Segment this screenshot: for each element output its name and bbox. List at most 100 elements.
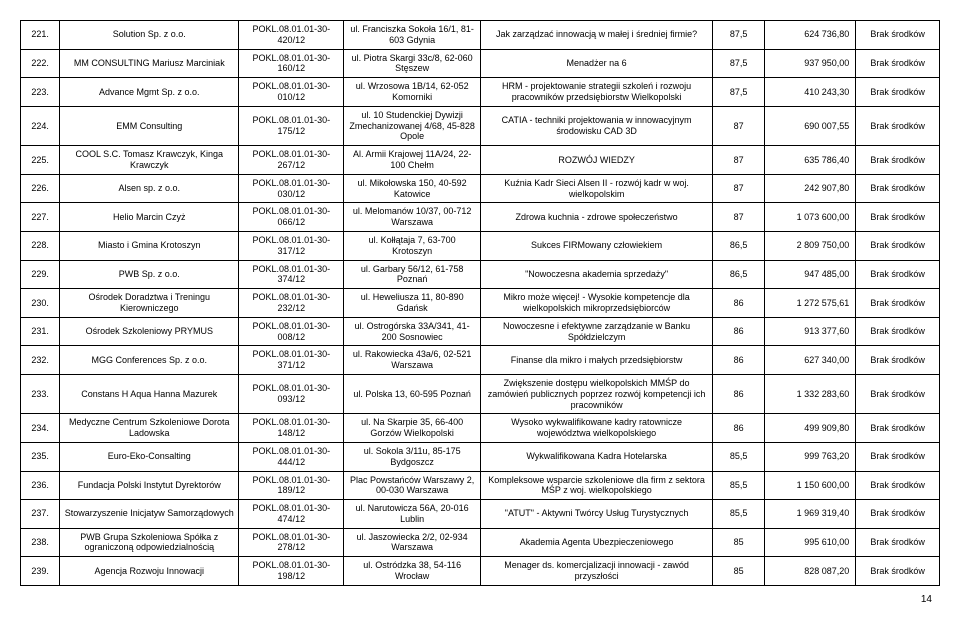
cell-name: Alsen sp. z o.o. (60, 174, 239, 203)
cell-n: 228. (21, 231, 60, 260)
cell-code: POKL.08.01.01-30-175/12 (239, 106, 344, 145)
cell-name: MGG Conferences Sp. z o.o. (60, 346, 239, 375)
cell-name: COOL S.C. Tomasz Krawczyk, Kinga Krawczy… (60, 146, 239, 175)
cell-v3: Brak środków (856, 414, 940, 443)
cell-v2: 999 763,20 (765, 442, 856, 471)
cell-addr: ul. Sokola 3/11u, 85-175 Bydgoszcz (344, 442, 481, 471)
cell-v2: 1 969 319,40 (765, 500, 856, 529)
cell-code: POKL.08.01.01-30-374/12 (239, 260, 344, 289)
table-row: 230.Ośrodek Doradztwa i Treningu Kierown… (21, 289, 940, 318)
cell-n: 229. (21, 260, 60, 289)
cell-name: Euro-Eko-Consalting (60, 442, 239, 471)
cell-v2: 947 485,00 (765, 260, 856, 289)
cell-v2: 1 073 600,00 (765, 203, 856, 232)
cell-name: Agencja Rozwoju Innowacji (60, 557, 239, 586)
cell-v1: 85,5 (713, 500, 765, 529)
cell-addr: ul. Wrzosowa 1B/14, 62-052 Komorniki (344, 78, 481, 107)
cell-n: 233. (21, 374, 60, 413)
cell-n: 235. (21, 442, 60, 471)
cell-n: 222. (21, 49, 60, 78)
cell-code: POKL.08.01.01-30-474/12 (239, 500, 344, 529)
cell-addr: ul. Franciszka Sokoła 16/1, 81-603 Gdyni… (344, 21, 481, 50)
cell-name: Fundacja Polski Instytut Dyrektorów (60, 471, 239, 500)
cell-addr: ul. Garbary 56/12, 61-758 Poznań (344, 260, 481, 289)
data-table: 221.Solution Sp. z o.o.POKL.08.01.01-30-… (20, 20, 940, 586)
cell-code: POKL.08.01.01-30-008/12 (239, 317, 344, 346)
cell-name: Advance Mgmt Sp. z o.o. (60, 78, 239, 107)
cell-addr: ul. Piotra Skargi 33c/8, 62-060 Stęszew (344, 49, 481, 78)
cell-v1: 85 (713, 557, 765, 586)
cell-v3: Brak środków (856, 500, 940, 529)
table-row: 233.Constans H Aqua Hanna MazurekPOKL.08… (21, 374, 940, 413)
cell-addr: ul. Narutowicza 56A, 20-016 Lublin (344, 500, 481, 529)
cell-desc: Kuźnia Kadr Sieci Alsen II - rozwój kadr… (481, 174, 713, 203)
cell-code: POKL.08.01.01-30-267/12 (239, 146, 344, 175)
cell-name: EMM Consulting (60, 106, 239, 145)
table-row: 239.Agencja Rozwoju InnowacjiPOKL.08.01.… (21, 557, 940, 586)
cell-v3: Brak środków (856, 203, 940, 232)
cell-v3: Brak środków (856, 442, 940, 471)
cell-addr: ul. Kołłątaja 7, 63-700 Krotoszyn (344, 231, 481, 260)
cell-desc: Nowoczesne i efektywne zarządzanie w Ban… (481, 317, 713, 346)
cell-v2: 1 272 575,61 (765, 289, 856, 318)
cell-n: 236. (21, 471, 60, 500)
table-row: 235.Euro-Eko-ConsaltingPOKL.08.01.01-30-… (21, 442, 940, 471)
cell-v3: Brak środków (856, 557, 940, 586)
cell-v1: 85,5 (713, 471, 765, 500)
cell-n: 226. (21, 174, 60, 203)
cell-addr: Al. Armii Krajowej 11A/24, 22-100 Chełm (344, 146, 481, 175)
table-row: 236.Fundacja Polski Instytut DyrektorówP… (21, 471, 940, 500)
cell-n: 232. (21, 346, 60, 375)
cell-v2: 624 736,80 (765, 21, 856, 50)
cell-name: PWB Sp. z o.o. (60, 260, 239, 289)
cell-v1: 86,5 (713, 260, 765, 289)
cell-desc: "Nowoczesna akademia sprzedaży" (481, 260, 713, 289)
cell-addr: ul. Jaszowiecka 2/2, 02-934 Warszawa (344, 528, 481, 557)
cell-code: POKL.08.01.01-30-010/12 (239, 78, 344, 107)
cell-desc: Sukces FIRMowany człowiekiem (481, 231, 713, 260)
cell-v3: Brak środków (856, 471, 940, 500)
cell-v3: Brak środków (856, 289, 940, 318)
cell-n: 231. (21, 317, 60, 346)
cell-v1: 85 (713, 528, 765, 557)
cell-desc: Finanse dla mikro i małych przedsiębiors… (481, 346, 713, 375)
cell-v1: 87,5 (713, 49, 765, 78)
cell-code: POKL.08.01.01-30-444/12 (239, 442, 344, 471)
cell-name: Medyczne Centrum Szkoleniowe Dorota Lado… (60, 414, 239, 443)
cell-v2: 1 150 600,00 (765, 471, 856, 500)
cell-v1: 85,5 (713, 442, 765, 471)
table-row: 224.EMM ConsultingPOKL.08.01.01-30-175/1… (21, 106, 940, 145)
cell-name: Ośrodek Doradztwa i Treningu Kierownicze… (60, 289, 239, 318)
cell-desc: CATIA - techniki projektowania w innowac… (481, 106, 713, 145)
cell-v2: 410 243,30 (765, 78, 856, 107)
cell-n: 224. (21, 106, 60, 145)
cell-v2: 242 907,80 (765, 174, 856, 203)
cell-desc: Kompleksowe wsparcie szkoleniowe dla fir… (481, 471, 713, 500)
cell-v1: 86 (713, 346, 765, 375)
cell-v1: 87,5 (713, 78, 765, 107)
cell-n: 237. (21, 500, 60, 529)
table-row: 234.Medyczne Centrum Szkoleniowe Dorota … (21, 414, 940, 443)
cell-name: PWB Grupa Szkoleniowa Spółka z ograniczo… (60, 528, 239, 557)
table-row: 237.Stowarzyszenie Inicjatyw Samorządowy… (21, 500, 940, 529)
cell-addr: ul. Melomanów 10/37, 00-712 Warszawa (344, 203, 481, 232)
cell-code: POKL.08.01.01-30-189/12 (239, 471, 344, 500)
table-row: 221.Solution Sp. z o.o.POKL.08.01.01-30-… (21, 21, 940, 50)
cell-v1: 86 (713, 317, 765, 346)
cell-n: 225. (21, 146, 60, 175)
cell-v3: Brak środków (856, 146, 940, 175)
cell-desc: Menager ds. komercjalizacji innowacji - … (481, 557, 713, 586)
cell-v1: 87,5 (713, 21, 765, 50)
cell-code: POKL.08.01.01-30-278/12 (239, 528, 344, 557)
table-row: 228.Miasto i Gmina KrotoszynPOKL.08.01.0… (21, 231, 940, 260)
cell-n: 239. (21, 557, 60, 586)
table-row: 222.MM CONSULTING Mariusz MarciniakPOKL.… (21, 49, 940, 78)
cell-code: POKL.08.01.01-30-232/12 (239, 289, 344, 318)
cell-v3: Brak środków (856, 231, 940, 260)
cell-n: 230. (21, 289, 60, 318)
table-row: 238.PWB Grupa Szkoleniowa Spółka z ogran… (21, 528, 940, 557)
cell-code: POKL.08.01.01-30-371/12 (239, 346, 344, 375)
cell-v3: Brak środków (856, 106, 940, 145)
page-number: 14 (20, 594, 940, 605)
table-row: 229.PWB Sp. z o.o.POKL.08.01.01-30-374/1… (21, 260, 940, 289)
